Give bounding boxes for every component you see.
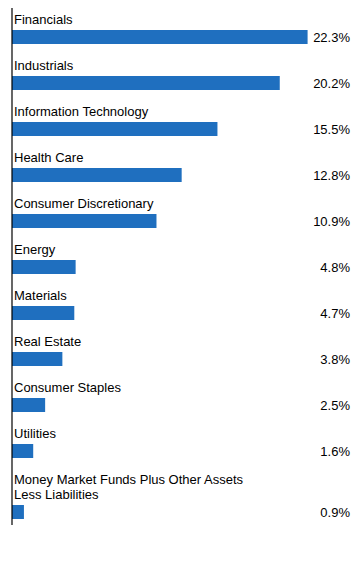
category-label: Information Technology xyxy=(14,104,149,119)
value-label: 20.2% xyxy=(313,76,350,91)
bar xyxy=(12,168,182,182)
category-label: Financials xyxy=(14,12,73,27)
bars xyxy=(12,30,308,519)
category-label: Real Estate xyxy=(14,334,81,349)
chart: Financials 22.3% Industrials 20.2% Informati… xyxy=(0,0,360,567)
value-label: 4.8% xyxy=(320,260,350,275)
bar xyxy=(12,260,76,274)
bar xyxy=(12,444,33,458)
category-label: Money Market Funds Plus Other AssetsLess… xyxy=(14,472,244,502)
value-label: 22.3% xyxy=(313,30,350,45)
bar xyxy=(12,122,217,136)
value-label: 0.9% xyxy=(320,505,350,520)
value-label: 15.5% xyxy=(313,122,350,137)
category-label: Consumer Staples xyxy=(14,380,121,395)
category-label: Industrials xyxy=(14,58,74,73)
value-label: 12.8% xyxy=(313,168,350,183)
bar xyxy=(12,76,280,90)
axis-line xyxy=(11,8,12,525)
value-label: 2.5% xyxy=(320,398,350,413)
value-label: 1.6% xyxy=(320,444,350,459)
category-label: Utilities xyxy=(14,426,56,441)
bar xyxy=(12,214,156,228)
bar xyxy=(12,352,62,366)
category-label: Consumer Discretionary xyxy=(14,196,154,211)
bar xyxy=(12,398,45,412)
labels: Financials 22.3% Industrials 20.2% Informati… xyxy=(14,12,350,520)
bar xyxy=(12,505,24,519)
value-label: 10.9% xyxy=(313,214,350,229)
category-label: Health Care xyxy=(14,150,83,165)
value-label: 4.7% xyxy=(320,306,350,321)
bar xyxy=(12,30,308,44)
value-label: 3.8% xyxy=(320,352,350,367)
category-label: Energy xyxy=(14,242,56,257)
category-label: Materials xyxy=(14,288,67,303)
bar xyxy=(12,306,74,320)
